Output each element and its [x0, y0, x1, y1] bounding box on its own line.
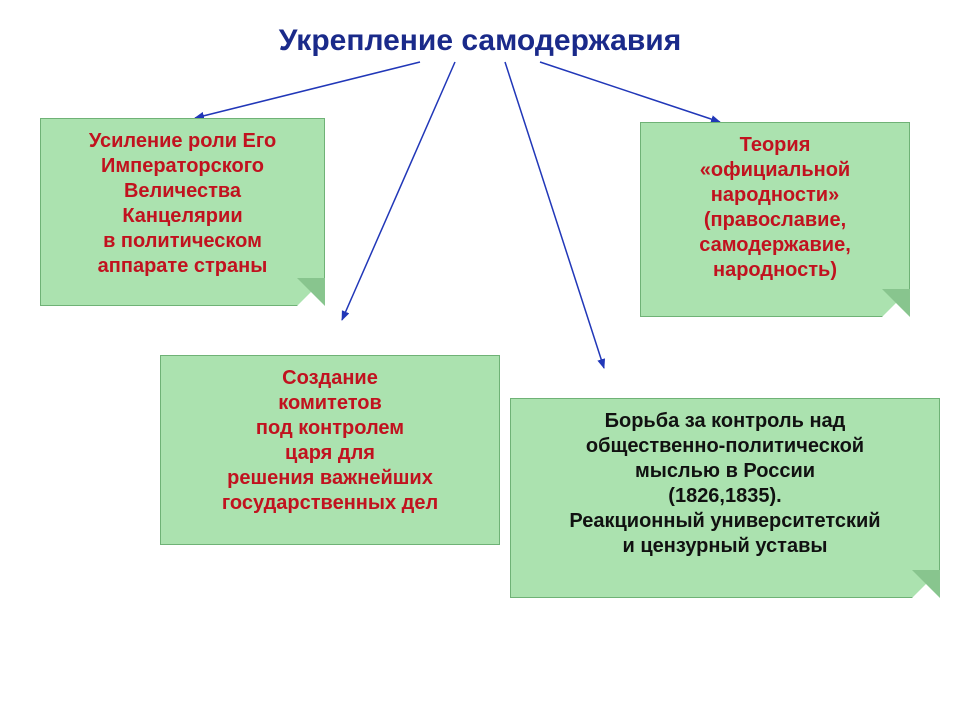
note-censorship: Борьба за контроль над общественно-полит… [510, 398, 940, 598]
note-text-chancellery: Усиление роли Его Императорского Величес… [53, 129, 312, 279]
note-chancellery: Усиление роли Его Императорского Величес… [40, 118, 325, 306]
note-text-censorship: Борьба за контроль над общественно-полит… [523, 409, 927, 559]
page-fold-icon [882, 289, 910, 317]
page-title: Укрепление самодержавия [0, 24, 960, 58]
page-fold-icon [297, 278, 325, 306]
note-committees: Создание комитетов под контролем царя дл… [160, 355, 500, 545]
note-text-official-nationality: Теория «официальной народности» (правосл… [653, 133, 897, 283]
page-fold-icon [912, 570, 940, 598]
arrow-2 [505, 62, 604, 368]
note-text-committees: Создание комитетов под контролем царя дл… [173, 366, 487, 516]
arrow-0 [195, 62, 420, 118]
arrow-3 [540, 62, 720, 122]
note-official-nationality: Теория «официальной народности» (правосл… [640, 122, 910, 317]
arrow-1 [342, 62, 455, 320]
